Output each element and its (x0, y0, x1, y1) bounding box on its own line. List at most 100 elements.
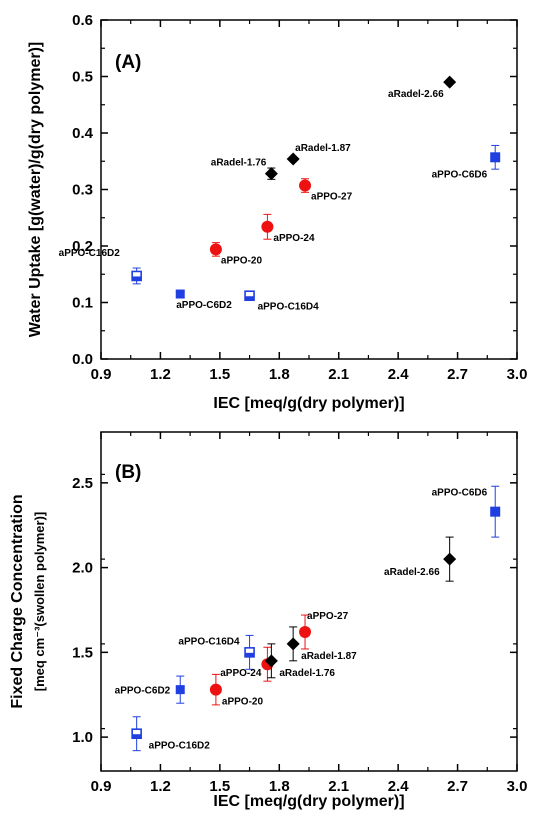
square-fill-half (132, 734, 142, 739)
square-fill-half (245, 652, 255, 657)
diamond-marker (264, 654, 278, 668)
data-point-aradel-1.87: aRadel-1.87 (286, 626, 357, 662)
square-fill-half (132, 276, 142, 281)
y-tick-label: 1.0 (72, 729, 93, 746)
square-marker (490, 152, 501, 163)
point-label: aPPO-C6D6 (432, 488, 488, 499)
data-point-appo-c6d6: aPPO-C6D6 (432, 485, 501, 538)
x-tick-label: 2.4 (388, 366, 410, 383)
y-ticks-a: 0.0 0.1 0.2 0.3 0.4 0.5 0.6 (72, 12, 517, 368)
y-tick-label: 0.2 (72, 238, 93, 255)
data-point-appo-20: aPPO-20 (209, 242, 263, 266)
y-tick-label: 2.5 (72, 475, 93, 492)
data-point-aradel-2.66: aRadel-2.66 (384, 536, 457, 582)
x-tick-label: 2.7 (447, 366, 468, 383)
point-label: aPPO-24 (273, 233, 315, 244)
circle-marker (299, 626, 312, 639)
panel-label-a: (A) (115, 52, 141, 73)
circle-marker (299, 179, 312, 192)
y-axis-title-a: Water Uptake [g(water)/g(dry polymer)] (27, 42, 44, 337)
square-marker (175, 685, 185, 695)
point-label: aRadel-1.87 (295, 143, 351, 154)
x-ticks-b: 0.9 1.2 1.5 1.8 2.1 2.4 2.7 3.0 (91, 432, 528, 795)
circle-marker (261, 220, 274, 233)
x-tick-label: 2.7 (447, 778, 468, 795)
point-label: aPPO-C6D2 (115, 686, 171, 697)
y-ticks-b: 1.0 1.5 2.0 2.5 (72, 473, 517, 746)
x-tick-label: 2.1 (328, 778, 349, 795)
point-label: aRadel-1.76 (279, 668, 335, 679)
x-tick-label: 1.2 (150, 778, 171, 795)
point-label: aPPO-C6D2 (176, 300, 232, 311)
point-label: aRadel-1.87 (301, 651, 357, 662)
y-tick-label: 0.1 (72, 295, 93, 312)
panel-a: (A) 0.9 1.2 1.5 1.8 2.1 2.4 2.7 3.0 0.00.10.20.… (27, 12, 527, 412)
data-point-appo-c16d4: aPPO-C16D4 (244, 290, 320, 313)
circle-marker (209, 683, 222, 696)
diamond-marker (264, 167, 278, 181)
point-label: aRadel-2.66 (388, 89, 444, 100)
x-tick-label: 1.8 (269, 366, 290, 383)
x-tick-label: 3.0 (507, 778, 528, 795)
data-point-appo-c16d2: aPPO-C16D2 (131, 716, 211, 752)
y-tick-label: 0.0 (72, 351, 93, 368)
data-point-appo-27: aPPO-27 (299, 178, 353, 203)
x-axis-title-a: IEC [meq/g(dry polymer)] (213, 395, 404, 412)
y-axis-subtitle-b: [meq cm⁻³(swollen polymer)] (32, 512, 47, 692)
data-point-appo-27: aPPO-27 (299, 611, 349, 650)
data-point-aradel-1.87: aRadel-1.87 (286, 143, 351, 166)
point-label: aPPO-C16D2 (59, 248, 121, 259)
data-point-appo-24: aPPO-24 (220, 646, 274, 682)
point-label: aRadel-2.66 (384, 567, 440, 578)
point-label: aPPO-C16D4 (178, 636, 240, 647)
points-a: aPPO-C16D2 aPPO-C6D2 aPPO-20 aPPO-C16D4 aPPO… (59, 75, 501, 313)
data-point-appo-c6d6: aPPO-C6D6 (432, 144, 501, 180)
square-marker (175, 289, 185, 299)
y-tick-label: 0.5 (72, 69, 93, 86)
x-tick-label: 2.4 (388, 778, 410, 795)
plot-frame-b (100, 431, 518, 772)
data-point-appo-20: aPPO-20 (209, 673, 264, 708)
data-point-appo-24: aPPO-24 (261, 213, 315, 244)
circle-marker (209, 243, 222, 256)
point-label: aPPO-20 (222, 697, 264, 708)
panel-b: (B) 0.9 1.2 1.5 1.8 2.1 2.4 2.7 3.0 1.0 1.5 2.0 2.… (9, 431, 528, 810)
data-point-aradel-2.66: aRadel-2.66 (388, 75, 457, 100)
data-point-aradel-1.76: aRadel-1.76 (211, 158, 278, 181)
point-label: aPPO-C16D4 (258, 302, 320, 313)
data-point-aradel-1.76: aRadel-1.76 (264, 643, 335, 679)
data-point-appo-c6d2: aPPO-C6D2 (175, 289, 232, 311)
y-tick-label: 1.5 (72, 644, 93, 661)
x-tick-label: 2.1 (328, 366, 349, 383)
diamond-marker (286, 637, 300, 651)
y-axis-title-b: Fixed Charge Concentration (9, 494, 26, 708)
point-label: aPPO-C6D6 (432, 169, 488, 180)
y-tick-label: 0.3 (72, 182, 93, 199)
x-tick-label: 0.9 (91, 366, 112, 383)
x-axis-title-b: IEC [meq/g(dry polymer)] (213, 793, 404, 810)
y-tick-label: 0.4 (72, 125, 94, 142)
data-point-appo-c6d2: aPPO-C6D2 (115, 675, 185, 704)
x-tick-label: 1.5 (209, 366, 230, 383)
panel-label-b: (B) (115, 462, 141, 483)
point-label: aPPO-27 (311, 192, 353, 203)
diamond-marker (443, 75, 457, 89)
square-fill-half (245, 296, 255, 301)
point-label: aPPO-C16D2 (149, 741, 211, 752)
y-tick-label: 0.6 (72, 12, 93, 29)
point-label: aPPO-20 (221, 255, 263, 266)
x-tick-label: 1.2 (150, 366, 171, 383)
data-point-appo-c16d4: aPPO-C16D4 (178, 634, 255, 670)
data-point-appo-c16d2: aPPO-C16D2 (59, 248, 142, 285)
point-label: aPPO-27 (307, 611, 349, 622)
x-tick-label: 1.8 (269, 778, 290, 795)
diamond-marker (443, 552, 457, 566)
x-tick-label: 1.5 (209, 778, 230, 795)
square-marker (490, 506, 501, 517)
x-tick-label: 0.9 (91, 778, 112, 795)
point-label: aPPO-24 (220, 668, 262, 679)
point-label: aRadel-1.76 (211, 158, 267, 169)
points-b: aPPO-C16D2 aPPO-C6D2 aPPO-20 aPPO-C16D4 aPPO… (115, 485, 501, 752)
x-ticks-a: 0.9 1.2 1.5 1.8 2.1 2.4 2.7 3.0 (91, 20, 527, 383)
